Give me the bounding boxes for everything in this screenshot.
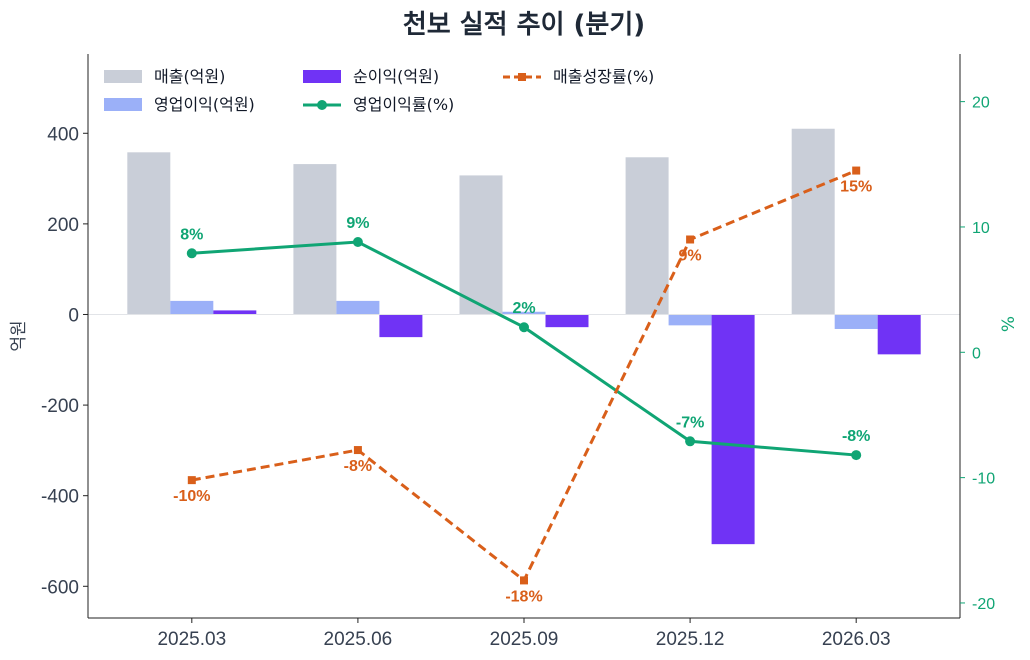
x-tick-label: 2025.06 — [324, 629, 393, 650]
line-2-point — [187, 476, 196, 485]
bar-3-2026.03 — [877, 314, 921, 355]
data-label: -10% — [173, 488, 210, 505]
x-tick-label: 2025.12 — [656, 629, 725, 650]
bar-2-2025.12 — [668, 314, 712, 326]
legend-label: 영업이익률(%) — [353, 95, 454, 114]
line-1-point — [519, 322, 529, 333]
line-2-point — [686, 235, 695, 244]
line-series-2 — [191, 169, 857, 583]
y-left-tick-label: 400 — [47, 124, 79, 145]
data-label: 8% — [180, 226, 203, 243]
bar-3-2025.09 — [545, 314, 589, 328]
data-label: 9% — [346, 215, 369, 232]
bar-1-2025.03 — [127, 152, 171, 315]
legend-label: 매출(억원) — [154, 67, 225, 86]
data-label: -7% — [676, 414, 704, 431]
legend-label: 매출성장률(%) — [553, 67, 654, 86]
legend-swatch — [104, 70, 142, 83]
bar-2-2025.06 — [336, 300, 380, 315]
bar-1-2025.06 — [293, 164, 337, 315]
data-label: 2% — [512, 300, 535, 317]
y-left-tick-label: -400 — [41, 487, 79, 508]
legend-label: 영업이익(억원) — [154, 95, 255, 114]
line-1-point — [186, 248, 197, 259]
y-left-tick-label: 200 — [47, 215, 79, 236]
line-2-point — [353, 446, 362, 455]
line-2-point — [852, 166, 861, 175]
bar-2-2025.03 — [170, 300, 214, 315]
x-tick-label: 2026.03 — [822, 629, 891, 650]
y-right-tick-label: 10 — [972, 220, 990, 237]
legend-swatch — [303, 70, 341, 83]
y-left-tick-label: -200 — [41, 396, 79, 417]
y-axis-left-label: 억원 — [9, 320, 29, 351]
line-2-point — [520, 576, 528, 585]
bar-2-2025.09 — [502, 311, 546, 315]
data-label: -8% — [842, 428, 870, 445]
line-1-point — [851, 450, 862, 461]
data-labels-layer: 8% 9% 2% -7% -8% -10% -8% -18% 9% 15% — [173, 179, 872, 606]
bar-2-2026.03 — [834, 314, 878, 329]
legend-swatch — [104, 98, 142, 111]
axes-layer: -600 -400 -200 0 200 400 -20 -10 0 10 20 2025.03 202… — [41, 54, 995, 650]
bar-1-2026.03 — [791, 128, 835, 315]
line-series-1 — [191, 240, 857, 457]
legend-marker — [518, 73, 526, 81]
chart-title: 천보 실적 추이 (분기) — [403, 10, 645, 40]
lines-layer — [186, 166, 862, 585]
x-tick-label: 2025.03 — [157, 629, 226, 650]
bar-3-2025.12 — [711, 314, 755, 545]
data-label: 15% — [840, 179, 872, 196]
y-right-tick-label: -10 — [972, 471, 995, 488]
legend: 매출(억원) 영업이익(억원) 순이익(억원) 영업이익률(%) 매출성장률(%) — [104, 67, 654, 114]
y-left-tick-label: 0 — [68, 305, 79, 326]
bar-1-2025.09 — [459, 175, 503, 315]
bar-3-2025.03 — [213, 310, 257, 315]
bar-1-2025.12 — [625, 157, 669, 315]
y-right-tick-label: 0 — [972, 345, 981, 362]
data-label: -18% — [505, 588, 542, 605]
x-tick-label: 2025.09 — [490, 629, 559, 650]
y-right-tick-label: 20 — [972, 95, 990, 112]
line-1-point — [352, 237, 363, 247]
bar-3-2025.06 — [379, 314, 423, 338]
legend-label: 순이익(억원) — [353, 67, 439, 86]
legend-marker — [317, 100, 327, 110]
y-left-tick-label: -600 — [41, 577, 79, 598]
data-label: -8% — [344, 458, 372, 475]
y-right-tick-label: -20 — [972, 596, 995, 613]
data-label: 9% — [679, 247, 702, 264]
line-1-point — [685, 436, 696, 447]
bars-layer — [127, 128, 921, 545]
y-axis-right-label: % — [999, 316, 1019, 332]
